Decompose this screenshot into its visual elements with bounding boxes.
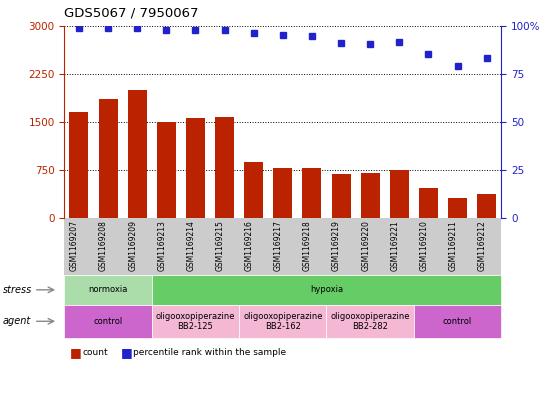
Text: oligooxopiperazine
BB2-125: oligooxopiperazine BB2-125 — [156, 312, 235, 331]
Text: control: control — [443, 317, 472, 326]
Text: GSM1169220: GSM1169220 — [361, 220, 370, 271]
Text: oligooxopiperazine
BB2-162: oligooxopiperazine BB2-162 — [243, 312, 323, 331]
Text: GSM1169214: GSM1169214 — [186, 220, 195, 271]
Text: GSM1169217: GSM1169217 — [274, 220, 283, 271]
Text: oligooxopiperazine
BB2-282: oligooxopiperazine BB2-282 — [330, 312, 410, 331]
Bar — [69, 112, 88, 218]
Bar — [215, 118, 234, 218]
Text: stress: stress — [3, 285, 32, 295]
Text: GSM1169219: GSM1169219 — [332, 220, 341, 271]
Text: count: count — [82, 348, 108, 357]
Bar — [361, 173, 380, 218]
Text: GSM1169216: GSM1169216 — [245, 220, 254, 271]
Text: GSM1169207: GSM1169207 — [70, 220, 79, 271]
Bar — [332, 174, 351, 218]
Text: hypoxia: hypoxia — [310, 285, 343, 294]
Text: GSM1169212: GSM1169212 — [478, 220, 487, 271]
Text: GSM1169208: GSM1169208 — [99, 220, 108, 271]
Bar — [128, 90, 147, 218]
Text: GSM1169221: GSM1169221 — [390, 220, 399, 271]
Text: GSM1169215: GSM1169215 — [216, 220, 225, 271]
Text: ■: ■ — [70, 346, 82, 359]
Bar — [99, 99, 118, 218]
Text: control: control — [94, 317, 123, 326]
Text: agent: agent — [3, 316, 31, 326]
Text: GDS5067 / 7950067: GDS5067 / 7950067 — [64, 7, 199, 20]
Bar — [448, 198, 467, 218]
Text: ■: ■ — [120, 346, 132, 359]
Text: GSM1169210: GSM1169210 — [419, 220, 428, 271]
Bar — [390, 170, 409, 218]
Text: GSM1169213: GSM1169213 — [157, 220, 166, 271]
Bar — [419, 188, 438, 218]
Bar — [157, 122, 176, 218]
Text: percentile rank within the sample: percentile rank within the sample — [133, 348, 286, 357]
Bar — [273, 168, 292, 218]
Bar — [244, 162, 263, 218]
Text: GSM1169211: GSM1169211 — [449, 220, 458, 271]
Text: normoxia: normoxia — [88, 285, 128, 294]
Text: GSM1169218: GSM1169218 — [303, 220, 312, 271]
Bar — [477, 195, 496, 218]
Bar — [302, 168, 321, 218]
Bar — [186, 118, 205, 218]
Text: GSM1169209: GSM1169209 — [128, 220, 137, 271]
